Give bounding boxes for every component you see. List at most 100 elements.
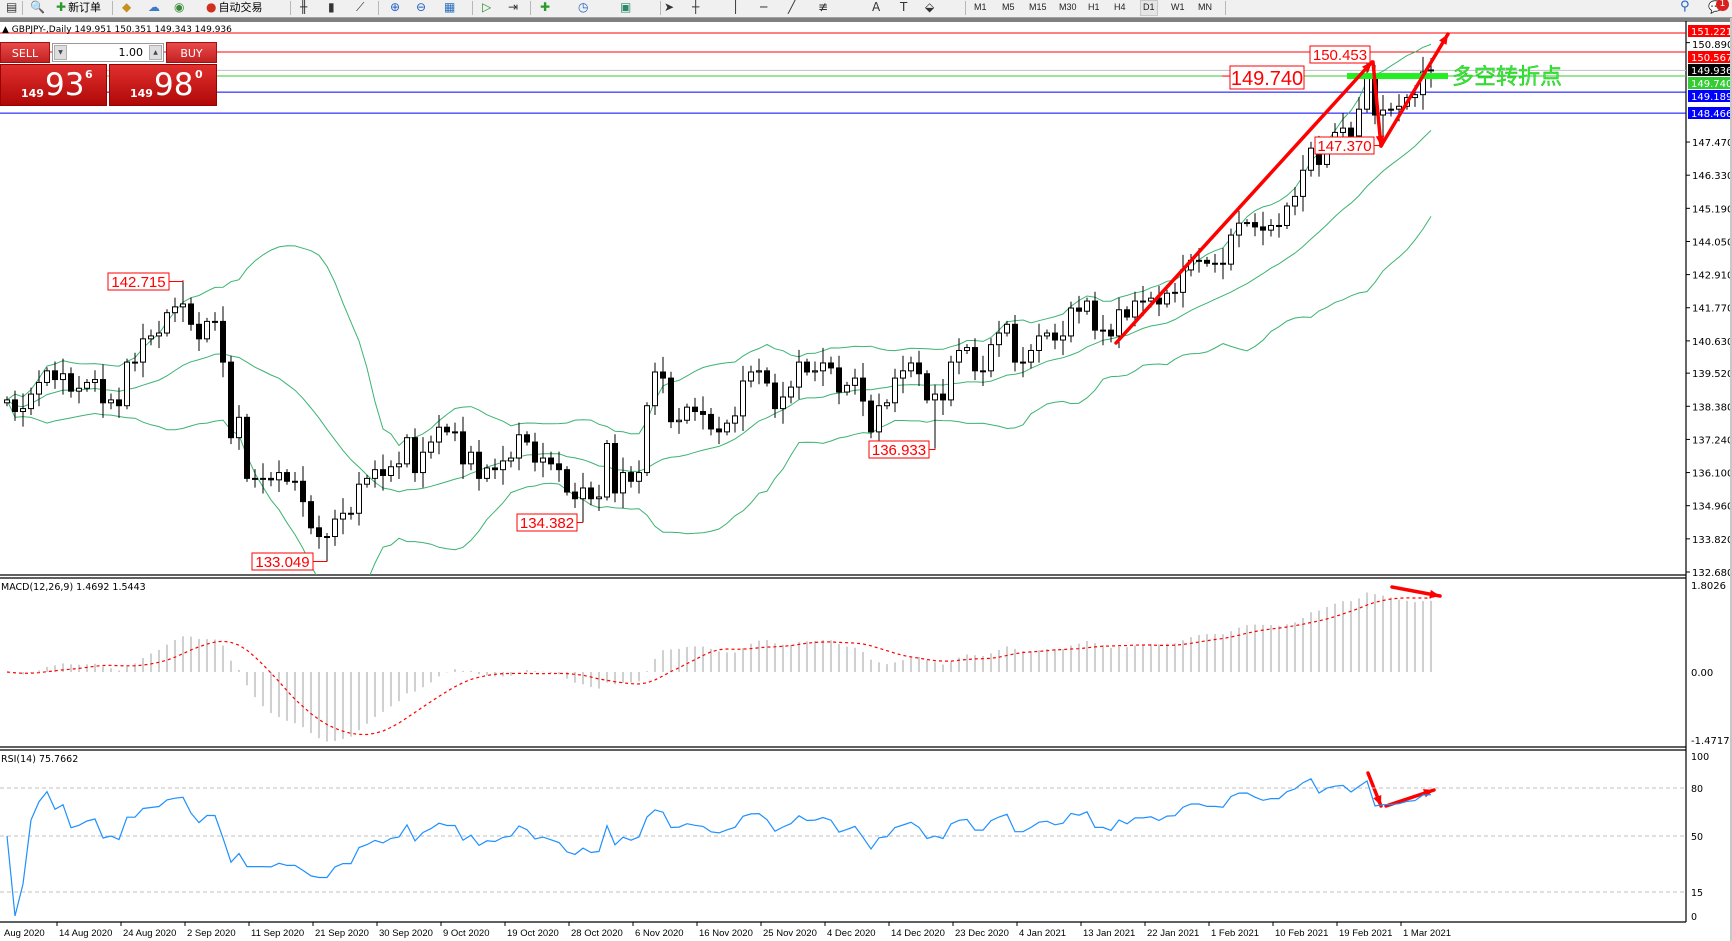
fibonacci-button[interactable]: ≢ <box>818 0 830 16</box>
candle <box>780 381 786 424</box>
candle <box>716 416 722 445</box>
search-icon[interactable]: ⚲ <box>1680 0 1690 14</box>
zoom-in-button[interactable]: ⊕ <box>390 0 402 16</box>
new-chart-button[interactable]: ▤ <box>6 0 19 16</box>
candle <box>92 370 98 392</box>
text-button[interactable]: A <box>872 0 882 16</box>
timeframe-m30-button[interactable]: M30 <box>1059 2 1077 12</box>
candle-body <box>588 487 594 500</box>
zoom-window-button[interactable]: 🔍 <box>30 0 47 16</box>
line-chart-icon: ⟋ <box>356 0 365 14</box>
candle-body <box>748 371 754 382</box>
horizontal-line-button[interactable]: ─ <box>760 0 769 16</box>
trend-arrow-down <box>1371 60 1385 148</box>
candle-body <box>148 335 154 340</box>
candle <box>1268 219 1274 237</box>
candle-body <box>1052 332 1058 341</box>
candlestick-button[interactable]: ▮ <box>328 0 337 16</box>
candle <box>1260 211 1266 246</box>
candle <box>364 474 370 488</box>
rsi-axis-label: 0 <box>1691 912 1697 923</box>
timeframe-w1-button[interactable]: W1 <box>1171 2 1185 12</box>
candle <box>1012 315 1018 372</box>
time-axis-label: 13 Jan 2021 <box>1083 928 1135 939</box>
new-order-button[interactable]: ✚ 新订单 <box>56 0 101 16</box>
annotation-price-text: 134.382 <box>520 515 574 532</box>
candle <box>652 362 658 416</box>
text-label-button[interactable]: T <box>900 0 909 16</box>
buy-price-box[interactable]: 149 98 0 <box>109 64 217 106</box>
candle-body <box>940 393 946 401</box>
cursor-button[interactable]: ➤ <box>664 0 676 16</box>
candle-body <box>1308 147 1314 171</box>
buy-button[interactable]: BUY <box>166 42 217 63</box>
toolbar-separator <box>112 1 113 15</box>
timeframe-h1-button[interactable]: H1 <box>1088 2 1100 12</box>
indicators-button[interactable]: ✚ <box>540 0 552 16</box>
market-button[interactable]: ◉ <box>174 0 186 16</box>
crosshair-button[interactable]: ┼ <box>692 0 701 16</box>
macd-axis-label: 0.00 <box>1691 668 1713 679</box>
candle <box>636 460 642 494</box>
candle <box>612 434 618 503</box>
lot-size-input[interactable]: ▼ 1.00 ▲ <box>52 43 164 62</box>
line-chart-button[interactable]: ⟋ <box>356 0 366 16</box>
vertical-line-button[interactable]: │ <box>732 0 741 16</box>
arrows-button[interactable]: ⬙ <box>925 0 936 16</box>
candle <box>1204 256 1210 267</box>
tile-windows-button[interactable]: ▦ <box>444 0 457 16</box>
timeframe-mn-button[interactable]: MN <box>1198 2 1212 12</box>
candle-body <box>316 527 322 538</box>
candle-body <box>444 426 450 433</box>
candle-body <box>548 457 554 465</box>
trendline-button[interactable]: ╱ <box>788 0 797 16</box>
autoscroll-button[interactable]: ▷ <box>482 0 493 16</box>
autotrading-button[interactable]: ● 自动交易 <box>206 0 262 16</box>
buy-price-fraction: 0 <box>195 68 203 81</box>
candle-body <box>756 370 762 373</box>
price-tag: 151.221 <box>1688 25 1732 38</box>
time-axis-label: 11 Sep 2020 <box>251 928 304 939</box>
sell-button[interactable]: SELL <box>0 42 50 63</box>
arrow-shaft <box>1114 60 1374 345</box>
price-axis-label: 132.680 <box>1692 568 1732 579</box>
templates-button[interactable]: ▣ <box>620 0 633 16</box>
timeframe-d1-button[interactable]: D1 <box>1140 0 1158 16</box>
candle <box>708 408 714 436</box>
lot-increase-button[interactable]: ▲ <box>149 45 162 60</box>
candle <box>468 445 474 471</box>
candle <box>380 454 386 491</box>
lot-size-value[interactable]: 1.00 <box>118 46 144 59</box>
timeframe-m1-button[interactable]: M1 <box>974 2 987 12</box>
candle-body <box>1292 195 1298 207</box>
zoom-out-button[interactable]: ⊖ <box>416 0 428 16</box>
timeframe-m5-button[interactable]: M5 <box>1002 2 1015 12</box>
candle <box>1308 141 1314 177</box>
chart-shift-button[interactable]: ⇥ <box>508 0 520 16</box>
notifications-button[interactable]: 💬 1 <box>1708 0 1729 16</box>
periods-button[interactable]: ◷ <box>578 0 590 16</box>
candle-body <box>172 306 178 314</box>
bar-chart-button[interactable]: ╫ <box>300 0 309 16</box>
annotation-box <box>868 440 930 459</box>
signals-button[interactable]: ☁ <box>148 0 162 16</box>
time-axis-label: 23 Dec 2020 <box>955 928 1009 939</box>
candle <box>460 416 466 479</box>
candle-body <box>564 469 570 493</box>
sell-price-box[interactable]: 149 93 6 <box>0 64 107 106</box>
toolbar-separator <box>22 1 23 15</box>
metaeditor-button[interactable]: ◆ <box>122 0 133 16</box>
timeframe-m15-button[interactable]: M15 <box>1029 2 1047 12</box>
candle <box>732 406 738 433</box>
lot-decrease-button[interactable]: ▼ <box>54 45 67 60</box>
collapse-triangle-icon[interactable]: ▲ <box>2 25 12 35</box>
candle <box>180 280 186 322</box>
indicators-icon: ✚ <box>540 0 551 14</box>
candle <box>1052 323 1058 350</box>
toolbar: ▤ 🔍 ✚ 新订单 ◆ ☁ ◉ ● 自动交易 ╫ ▮ ⟋ ⊕ ⊖ ▦ ▷ ⇥ ✚ ◷ ▣ ➤ ┼ │ ─ ╱ ≢ A T ⬙ M1 M5 M1… <box>0 0 1732 18</box>
candle-body <box>596 496 602 500</box>
candle-body <box>1388 108 1394 111</box>
timeframe-h4-button[interactable]: H4 <box>1114 2 1126 12</box>
time-axis-label: 10 Feb 2021 <box>1275 928 1328 939</box>
